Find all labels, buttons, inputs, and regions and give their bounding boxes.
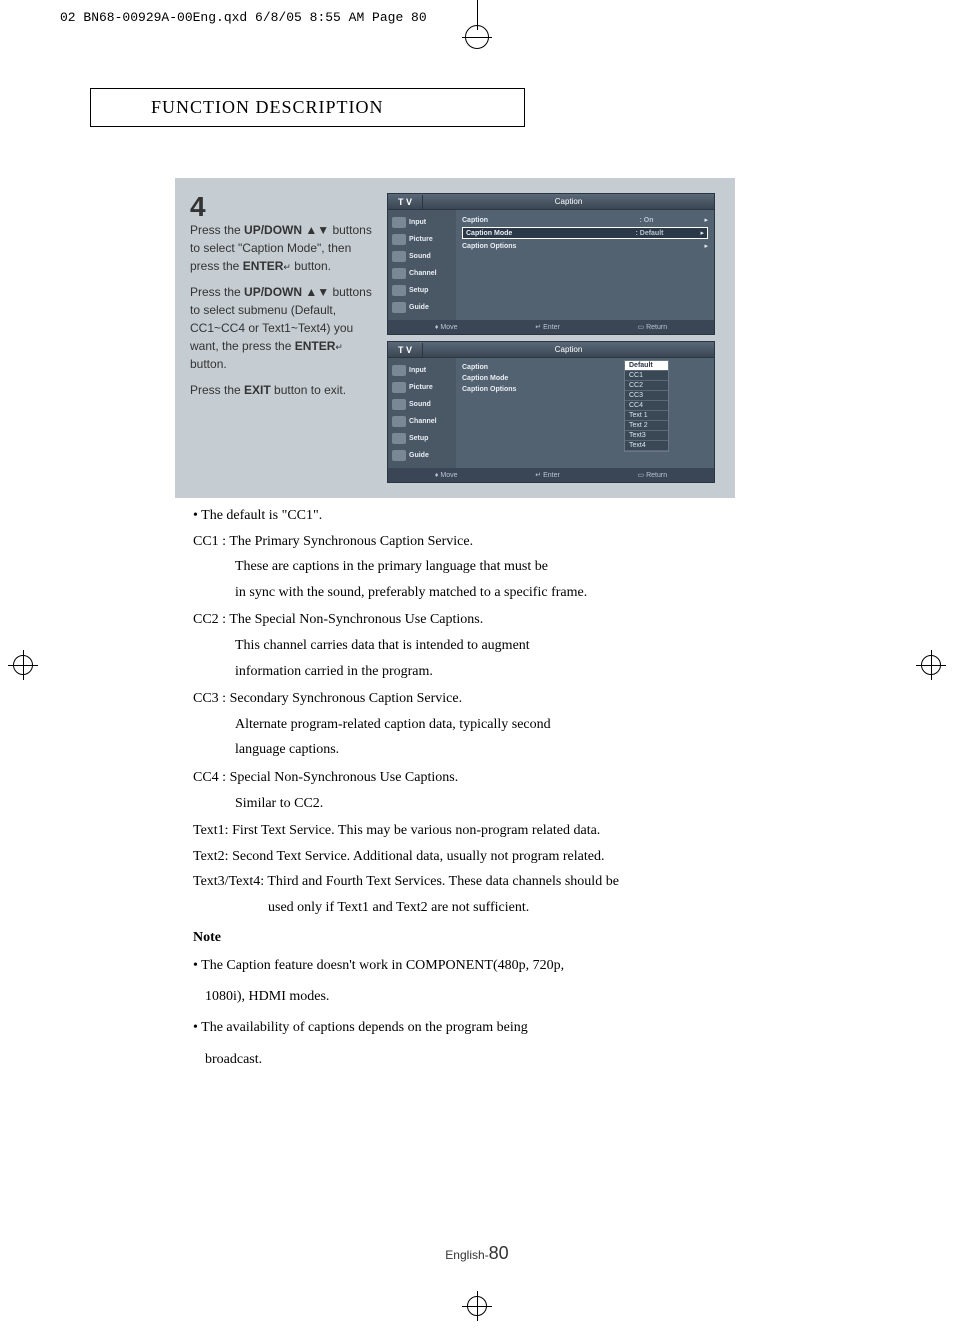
- registration-mark-left: [8, 650, 38, 680]
- osd-dropdown: Default CC1 CC2 CC3 CC4 Text 1 Text 2 Te…: [624, 360, 669, 452]
- osd-tv-label: T V: [388, 343, 423, 357]
- osd-main-panel: Caption: On Caption Mode: Caption Option…: [456, 358, 714, 468]
- section-title: FUNCTION DESCRIPTION: [151, 97, 384, 117]
- section-title-box: FUNCTION DESCRIPTION: [90, 88, 525, 127]
- default-note: • The default is "CC1".: [193, 506, 735, 526]
- step-number: 4: [190, 193, 375, 221]
- definitions-block: • The default is "CC1". CC1 : The Primar…: [175, 506, 735, 1072]
- page-number: English-80: [445, 1243, 508, 1264]
- note-heading: Note: [193, 928, 735, 948]
- osd-screenshots: T V Caption Input Picture Sound Channel …: [387, 193, 715, 483]
- osd-sidebar: Input Picture Sound Channel Setup Guide: [388, 210, 456, 320]
- file-header: 02 BN68-00929A-00Eng.qxd 6/8/05 8:55 AM …: [60, 10, 427, 25]
- osd-main-panel: Caption: On▸ Caption Mode: Default▸ Capt…: [456, 210, 714, 320]
- step-box: 4 Press the UP/DOWN ▲▼ buttons to select…: [175, 178, 735, 498]
- registration-mark-right: [916, 650, 946, 680]
- osd-sidebar: Input Picture Sound Channel Setup Guide: [388, 358, 456, 468]
- registration-mark-bottom: [462, 1291, 492, 1321]
- osd-menu-1: T V Caption Input Picture Sound Channel …: [387, 193, 715, 335]
- osd-title: Caption: [423, 197, 714, 206]
- osd-menu-2: T V Caption Input Picture Sound Channel …: [387, 341, 715, 483]
- step-instructions: Press the UP/DOWN ▲▼ buttons to select "…: [190, 221, 375, 399]
- osd-title: Caption: [423, 345, 714, 354]
- crop-mark-top: [462, 0, 492, 30]
- osd-tv-label: T V: [388, 195, 423, 209]
- page-content-frame: FUNCTION DESCRIPTION 4 Press the UP/DOWN…: [45, 58, 909, 1279]
